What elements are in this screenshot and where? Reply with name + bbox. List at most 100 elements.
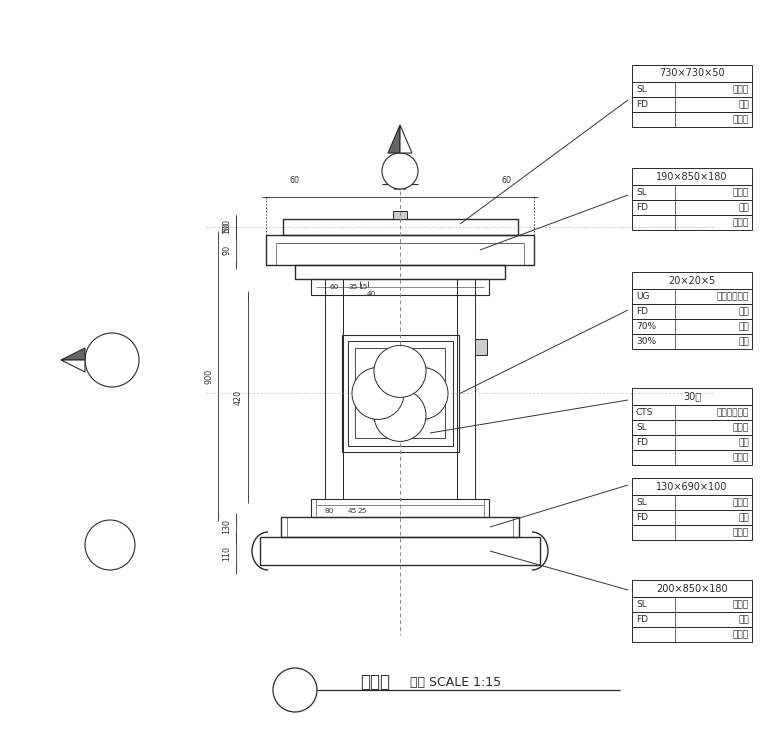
Text: 730×730×50: 730×730×50	[659, 68, 725, 79]
Text: 石灰石: 石灰石	[733, 85, 749, 94]
Bar	[457, 279, 475, 499]
Text: 光面: 光面	[738, 513, 749, 522]
Bar	[281, 517, 519, 537]
Text: 35: 35	[348, 284, 358, 290]
Text: 110: 110	[222, 546, 231, 561]
Text: 绿色: 绿色	[738, 322, 749, 331]
Bar	[632, 405, 752, 420]
Text: 60: 60	[289, 176, 299, 185]
Text: SL: SL	[636, 188, 647, 197]
Bar	[632, 450, 752, 465]
Text: 3: 3	[107, 348, 117, 362]
Bar	[632, 525, 752, 540]
Text: 虎斑黄: 虎斑黄	[733, 630, 749, 639]
Circle shape	[352, 367, 404, 420]
Text: 30%: 30%	[636, 337, 656, 346]
Text: 光面: 光面	[738, 100, 749, 109]
Text: -: -	[108, 557, 112, 567]
Bar	[632, 478, 752, 495]
Circle shape	[382, 153, 418, 189]
Text: 15: 15	[358, 284, 368, 290]
Text: FD: FD	[636, 100, 648, 109]
Polygon shape	[61, 348, 85, 360]
Text: 850: 850	[392, 183, 407, 192]
Bar	[325, 279, 343, 499]
Circle shape	[273, 668, 317, 712]
Text: -: -	[110, 371, 114, 381]
Text: 900: 900	[204, 369, 213, 383]
Bar	[632, 420, 752, 435]
Circle shape	[374, 345, 426, 397]
Text: 1: 1	[290, 680, 300, 694]
Text: 420: 420	[234, 389, 243, 405]
Text: FD: FD	[636, 307, 648, 316]
Bar	[632, 580, 752, 597]
Text: 730: 730	[392, 176, 407, 185]
Text: CTS: CTS	[636, 408, 654, 417]
Text: 石灰石: 石灰石	[733, 600, 749, 609]
Bar	[311, 279, 489, 295]
Bar	[632, 612, 752, 627]
Polygon shape	[400, 125, 412, 153]
Text: 虎斑黄: 虎斑黄	[733, 115, 749, 124]
Text: 60: 60	[329, 284, 339, 290]
Text: SL: SL	[636, 600, 647, 609]
Bar	[295, 265, 505, 279]
Text: 光面: 光面	[738, 307, 749, 316]
Text: 石灰石: 石灰石	[733, 188, 749, 197]
Text: SL: SL	[636, 85, 647, 94]
Text: 90: 90	[222, 245, 231, 255]
Bar	[283, 219, 518, 235]
Text: 光面: 光面	[738, 438, 749, 447]
Bar	[632, 65, 752, 82]
Bar	[632, 215, 752, 230]
Bar	[355, 348, 445, 439]
Text: 190×850×180: 190×850×180	[656, 171, 728, 182]
Text: 80: 80	[325, 508, 334, 514]
Text: 60: 60	[501, 176, 511, 185]
Text: 200×850×180: 200×850×180	[656, 584, 728, 593]
Bar	[632, 185, 752, 200]
Text: 比例 SCALE 1:15: 比例 SCALE 1:15	[410, 676, 501, 688]
Circle shape	[396, 367, 448, 420]
Bar	[632, 495, 752, 510]
Text: 2: 2	[396, 163, 404, 175]
Bar	[632, 304, 752, 319]
Text: 虎斑黄: 虎斑黄	[733, 218, 749, 227]
Text: FD: FD	[636, 615, 648, 624]
Text: 50: 50	[222, 222, 231, 232]
Bar	[632, 319, 752, 334]
Text: 30厚: 30厚	[683, 392, 701, 402]
Bar	[632, 168, 752, 185]
Text: SL: SL	[636, 498, 647, 507]
Polygon shape	[388, 125, 400, 153]
Circle shape	[374, 389, 426, 442]
Text: 100: 100	[222, 219, 231, 235]
Text: 镶嵌马赛克砖: 镶嵌马赛克砖	[717, 292, 749, 301]
Bar	[632, 200, 752, 215]
Text: 25: 25	[357, 508, 366, 514]
Circle shape	[85, 333, 139, 387]
Text: 40: 40	[366, 291, 375, 297]
Circle shape	[85, 520, 135, 570]
Bar	[632, 97, 752, 112]
Bar	[266, 235, 534, 265]
Text: 立面图: 立面图	[360, 673, 390, 691]
Text: 70%: 70%	[636, 322, 656, 331]
Bar	[632, 510, 752, 525]
Text: FD: FD	[636, 203, 648, 212]
Bar	[311, 499, 489, 517]
Text: 130×690×100: 130×690×100	[657, 481, 727, 492]
Text: SL: SL	[636, 423, 647, 432]
Bar	[632, 82, 752, 97]
Text: 5: 5	[105, 533, 115, 547]
Text: 金色: 金色	[738, 337, 749, 346]
Text: 光面: 光面	[738, 203, 749, 212]
Bar	[475, 339, 487, 355]
Bar	[632, 627, 752, 642]
Bar	[632, 435, 752, 450]
Text: FD: FD	[636, 513, 648, 522]
Bar	[632, 289, 752, 304]
Bar	[341, 335, 458, 452]
Text: 光面: 光面	[738, 615, 749, 624]
